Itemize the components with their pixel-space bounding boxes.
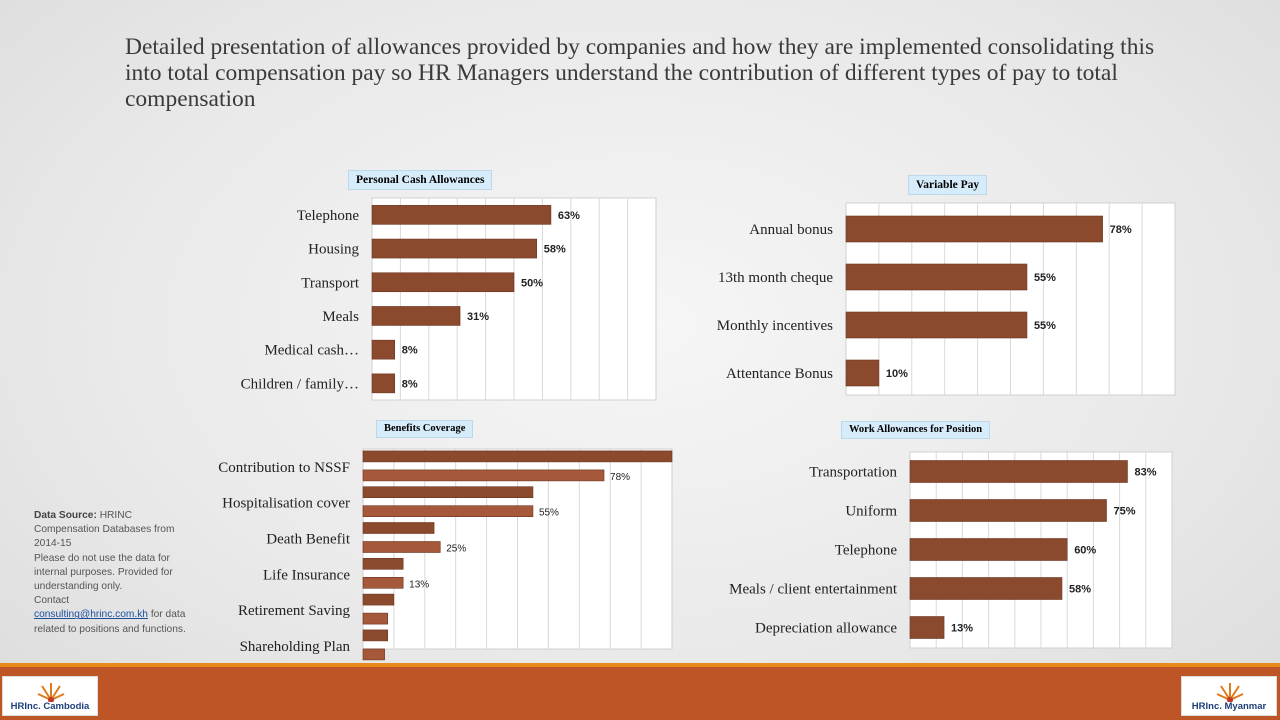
personal-category-label: Children / family… [241, 376, 359, 392]
work-bar [909, 577, 1063, 600]
source-heading: Data Source: [34, 510, 97, 521]
contact-email-link[interactable]: consulting@hrinc.com.kh [34, 609, 148, 621]
personal-bar [371, 373, 396, 394]
personal-value-label: 8% [402, 345, 418, 357]
variable-chart-title: Variable Pay [908, 175, 988, 195]
personal-bar [371, 272, 515, 293]
variable-category-label: Annual bonus [749, 222, 833, 238]
benefits-bar [362, 576, 404, 589]
benefits-bar [362, 557, 404, 570]
variable-value-label: 78% [1110, 224, 1132, 236]
work-category-label: Transportation [809, 465, 897, 481]
personal-value-label: 31% [467, 311, 489, 323]
work-bar [909, 460, 1128, 483]
benefits-bar [362, 486, 534, 499]
personal-value-label: 8% [402, 378, 418, 390]
work-value-label: 60% [1074, 545, 1096, 557]
work-bar [909, 616, 945, 639]
variable-bar [845, 263, 1028, 291]
personal-category-label: Telephone [297, 208, 360, 224]
source-text1: HRINC Compensation Databases from 2014-1… [34, 510, 175, 550]
personal-category-label: Transport [301, 275, 360, 291]
benefits-category-label: Death Benefit [266, 532, 351, 548]
source-contact-suffix: for data related to positions and functi… [34, 609, 186, 635]
benefits-value-label: 13% [409, 579, 429, 590]
variable-value-label: 55% [1034, 320, 1056, 332]
benefits-bar [362, 629, 389, 642]
footer-bar [0, 667, 1280, 720]
work-chart-title: Work Allowances for Position [841, 421, 991, 439]
variable-category-label: Attentance Bonus [726, 366, 833, 382]
benefits-bar [362, 469, 605, 482]
benefits-value-label: 55% [539, 508, 559, 519]
logo-sun-icon [37, 683, 65, 702]
variable-value-label: 55% [1034, 272, 1056, 284]
personal-category-label: Meals [322, 309, 359, 325]
variable-value-label: 10% [886, 368, 908, 380]
work-value-label: 83% [1134, 467, 1156, 479]
data-source-note: Data Source: HRINC Compensation Database… [34, 509, 196, 637]
personal-bar [371, 306, 461, 326]
logo-sun-icon [1216, 683, 1244, 702]
logo-right-text: HRInc. Myanmar [1191, 701, 1267, 712]
benefits-bar [362, 505, 534, 518]
benefits-bar [362, 612, 389, 625]
variable-bar [845, 359, 880, 387]
work-category-label: Uniform [845, 504, 897, 520]
work-category-label: Meals / client entertainment [729, 582, 898, 598]
benefits-category-label: Shareholding Plan [240, 639, 351, 655]
personal-bar [371, 205, 552, 225]
personal-value-label: 50% [521, 277, 543, 289]
work-value-label: 13% [951, 623, 973, 635]
variable-bar [845, 311, 1028, 339]
source-contact-prefix: Contact [34, 595, 70, 607]
personal-value-label: 63% [558, 210, 580, 222]
work-value-label: 58% [1069, 584, 1091, 596]
personal-category-label: Housing [308, 242, 359, 258]
variable-bar [845, 215, 1103, 243]
benefits-bar [362, 541, 441, 553]
benefits-category-label: Hospitalisation cover [222, 496, 350, 512]
benefits-category-label: Life Insurance [263, 567, 350, 583]
benefits-category-label: Contribution to NSSF [218, 460, 350, 476]
hrinc-myanmar-logo: HRInc. Myanmar [1181, 676, 1277, 716]
footer-accent-line [0, 663, 1280, 667]
variable-category-label: 13th month cheque [718, 270, 833, 286]
source-text2: Please do not use the data for internal … [34, 552, 173, 593]
personal-bar [371, 238, 538, 259]
benefits-bar [362, 593, 395, 606]
personal-bar [371, 339, 396, 360]
benefits-bar [362, 522, 435, 534]
work-bar [909, 499, 1107, 522]
personal-value-label: 58% [544, 244, 566, 256]
work-category-label: Telephone [835, 543, 898, 559]
slide-title: Detailed presentation of allowances prov… [125, 34, 1155, 112]
variable-category-label: Monthly incentives [717, 318, 833, 334]
benefits-chart-title: Benefits Coverage [376, 420, 474, 438]
hrinc-cambodia-logo: HRInc. Cambodia [2, 676, 98, 716]
personal-category-label: Medical cash… [264, 343, 359, 359]
benefits-bar [362, 450, 673, 463]
personal-chart-title: Personal Cash Allowances [348, 170, 493, 190]
benefits-value-label: 78% [610, 472, 630, 483]
work-value-label: 75% [1114, 506, 1136, 518]
benefits-bar [362, 648, 385, 661]
work-bar [909, 538, 1068, 561]
benefits-category-label: Retirement Saving [238, 603, 351, 619]
work-category-label: Depreciation allowance [755, 621, 897, 637]
benefits-value-label: 25% [446, 544, 466, 555]
logo-left-text: HRInc. Cambodia [10, 701, 90, 712]
